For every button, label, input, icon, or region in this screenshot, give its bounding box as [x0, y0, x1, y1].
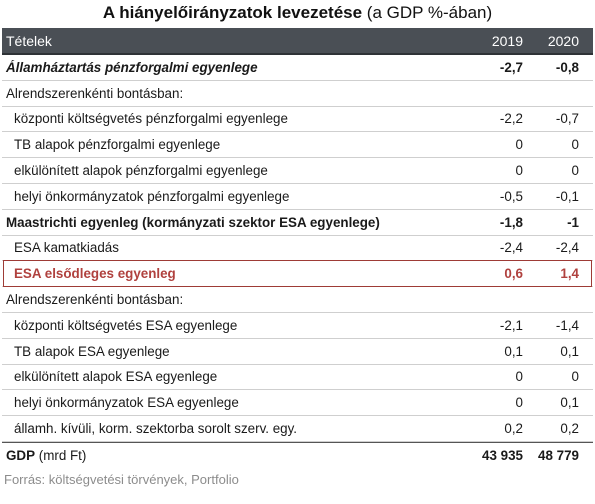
row-label: Államháztartás pénzforgalmi egyenlege — [6, 59, 258, 75]
table-row: elkülönített alapok pénzforgalmi egyenle… — [2, 158, 593, 184]
header-year-2019: 2019 — [491, 33, 523, 49]
total-label-unit: (mrd Ft) — [38, 448, 87, 464]
table-row: TB alapok ESA egyenlege 0,1 0,1 — [2, 339, 593, 365]
value-2019: 0 — [515, 369, 523, 385]
value-2020: -0,7 — [555, 111, 579, 127]
row-label: központi költségvetés ESA egyenlege — [14, 317, 238, 333]
header-label: Tételek — [6, 33, 52, 49]
value-2019: 0 — [515, 137, 523, 153]
row-label: helyi önkormányzatok pénzforgalmi egyenl… — [14, 188, 290, 204]
table-row: helyi önkormányzatok pénzforgalmi egyenl… — [2, 184, 593, 210]
row-label: Alrendszerenkénti bontásban: — [6, 292, 184, 308]
value-2019: -2,7 — [499, 59, 523, 75]
highlighted-row: ESA elsődleges egyenleg 0,6 1,4 — [2, 261, 593, 288]
table-row: ESA kamatkiadás -2,4 -2,4 — [2, 236, 593, 262]
value-2020: 0 — [571, 369, 579, 385]
value-2020: -0,1 — [555, 188, 579, 204]
row-label: központi költségvetés pénzforgalmi egyen… — [14, 111, 288, 127]
row-label: Alrendszerenkénti bontásban: — [6, 85, 184, 101]
table-row: központi költségvetés ESA egyenlege -2,1 -… — [2, 313, 593, 339]
total-2020: 48 779 — [538, 448, 579, 464]
value-2020: 0,1 — [560, 395, 579, 411]
row-label: TB alapok pénzforgalmi egyenlege — [14, 137, 221, 153]
table-row: központi költségvetés pénzforgalmi egyen… — [2, 107, 593, 133]
value-2020: -0,8 — [555, 59, 579, 75]
total-row: GDP (mrd Ft) 43 935 48 779 — [2, 441, 593, 469]
total-label-bold: GDP — [6, 448, 36, 464]
row-label: államh. kívüli, korm. szektorba sorolt s… — [14, 421, 298, 437]
value-2020: -1 — [567, 214, 579, 230]
row-label: TB alapok ESA egyenlege — [14, 343, 170, 359]
table-row: TB alapok pénzforgalmi egyenlege 0 0 — [2, 132, 593, 159]
table-row: elkülönített alapok ESA egyenlege 0 0 — [2, 365, 593, 391]
table-body: Államháztartás pénzforgalmi egyenlege -2,… — [2, 55, 593, 442]
table-row: helyi önkormányzatok ESA egyenlege 0 0,1 — [2, 390, 593, 417]
source-note: Forrás: költségvetési törvények, Portfol… — [4, 471, 239, 487]
table-row: Alrendszerenkénti bontásban: — [2, 81, 593, 107]
title-bold: A hiányelőirányzatok levezetése — [102, 3, 363, 22]
value-2019: 0,6 — [504, 266, 523, 282]
value-2019: -2,4 — [499, 240, 523, 256]
row-label: ESA elsődleges egyenleg — [14, 266, 176, 282]
row-label: helyi önkormányzatok ESA egyenlege — [14, 395, 239, 411]
value-2019: -2,2 — [499, 111, 523, 127]
table-row: Maastrichti egyenleg (kormányzati szekto… — [2, 210, 593, 236]
row-label: elkülönített alapok pénzforgalmi egyenle… — [14, 163, 268, 179]
value-2020: 1,4 — [560, 266, 579, 282]
value-2019: 0,1 — [504, 343, 523, 359]
row-label: ESA kamatkiadás — [14, 240, 119, 256]
value-2019: -1,8 — [499, 214, 523, 230]
table-row: Államháztartás pénzforgalmi egyenlege -2,… — [2, 55, 593, 81]
total-2019: 43 935 — [482, 448, 523, 464]
total-label: GDP (mrd Ft) — [2, 448, 443, 463]
value-2019: 0,2 — [504, 421, 523, 437]
value-2020: 0 — [571, 137, 579, 153]
value-2019: 0 — [515, 163, 523, 179]
row-label: elkülönített alapok ESA egyenlege — [14, 369, 218, 385]
header-year-2020: 2020 — [547, 33, 579, 49]
value-2020: -2,4 — [555, 240, 579, 256]
value-2019: -2,1 — [499, 317, 523, 333]
row-label: Maastrichti egyenleg (kormányzati szekto… — [6, 214, 380, 230]
table-header: Tételek 2019 2020 — [2, 28, 593, 55]
table-row: államh. kívüli, korm. szektorba sorolt s… — [2, 416, 593, 442]
value-2019: 0 — [515, 395, 523, 411]
title-normal: (a GDP %-ában) — [366, 3, 493, 22]
value-2020: 0,2 — [560, 421, 579, 437]
value-2020: -1,4 — [555, 317, 579, 333]
budget-table: Tételek 2019 2020 Államháztartás pénzfor… — [2, 28, 593, 469]
value-2019: -0,5 — [499, 188, 523, 204]
title: A hiányelőirányzatok levezetése (a GDP %… — [0, 0, 595, 28]
value-2020: 0 — [571, 163, 579, 179]
value-2020: 0,1 — [560, 343, 579, 359]
table-row: Alrendszerenkénti bontásban: — [2, 287, 593, 313]
